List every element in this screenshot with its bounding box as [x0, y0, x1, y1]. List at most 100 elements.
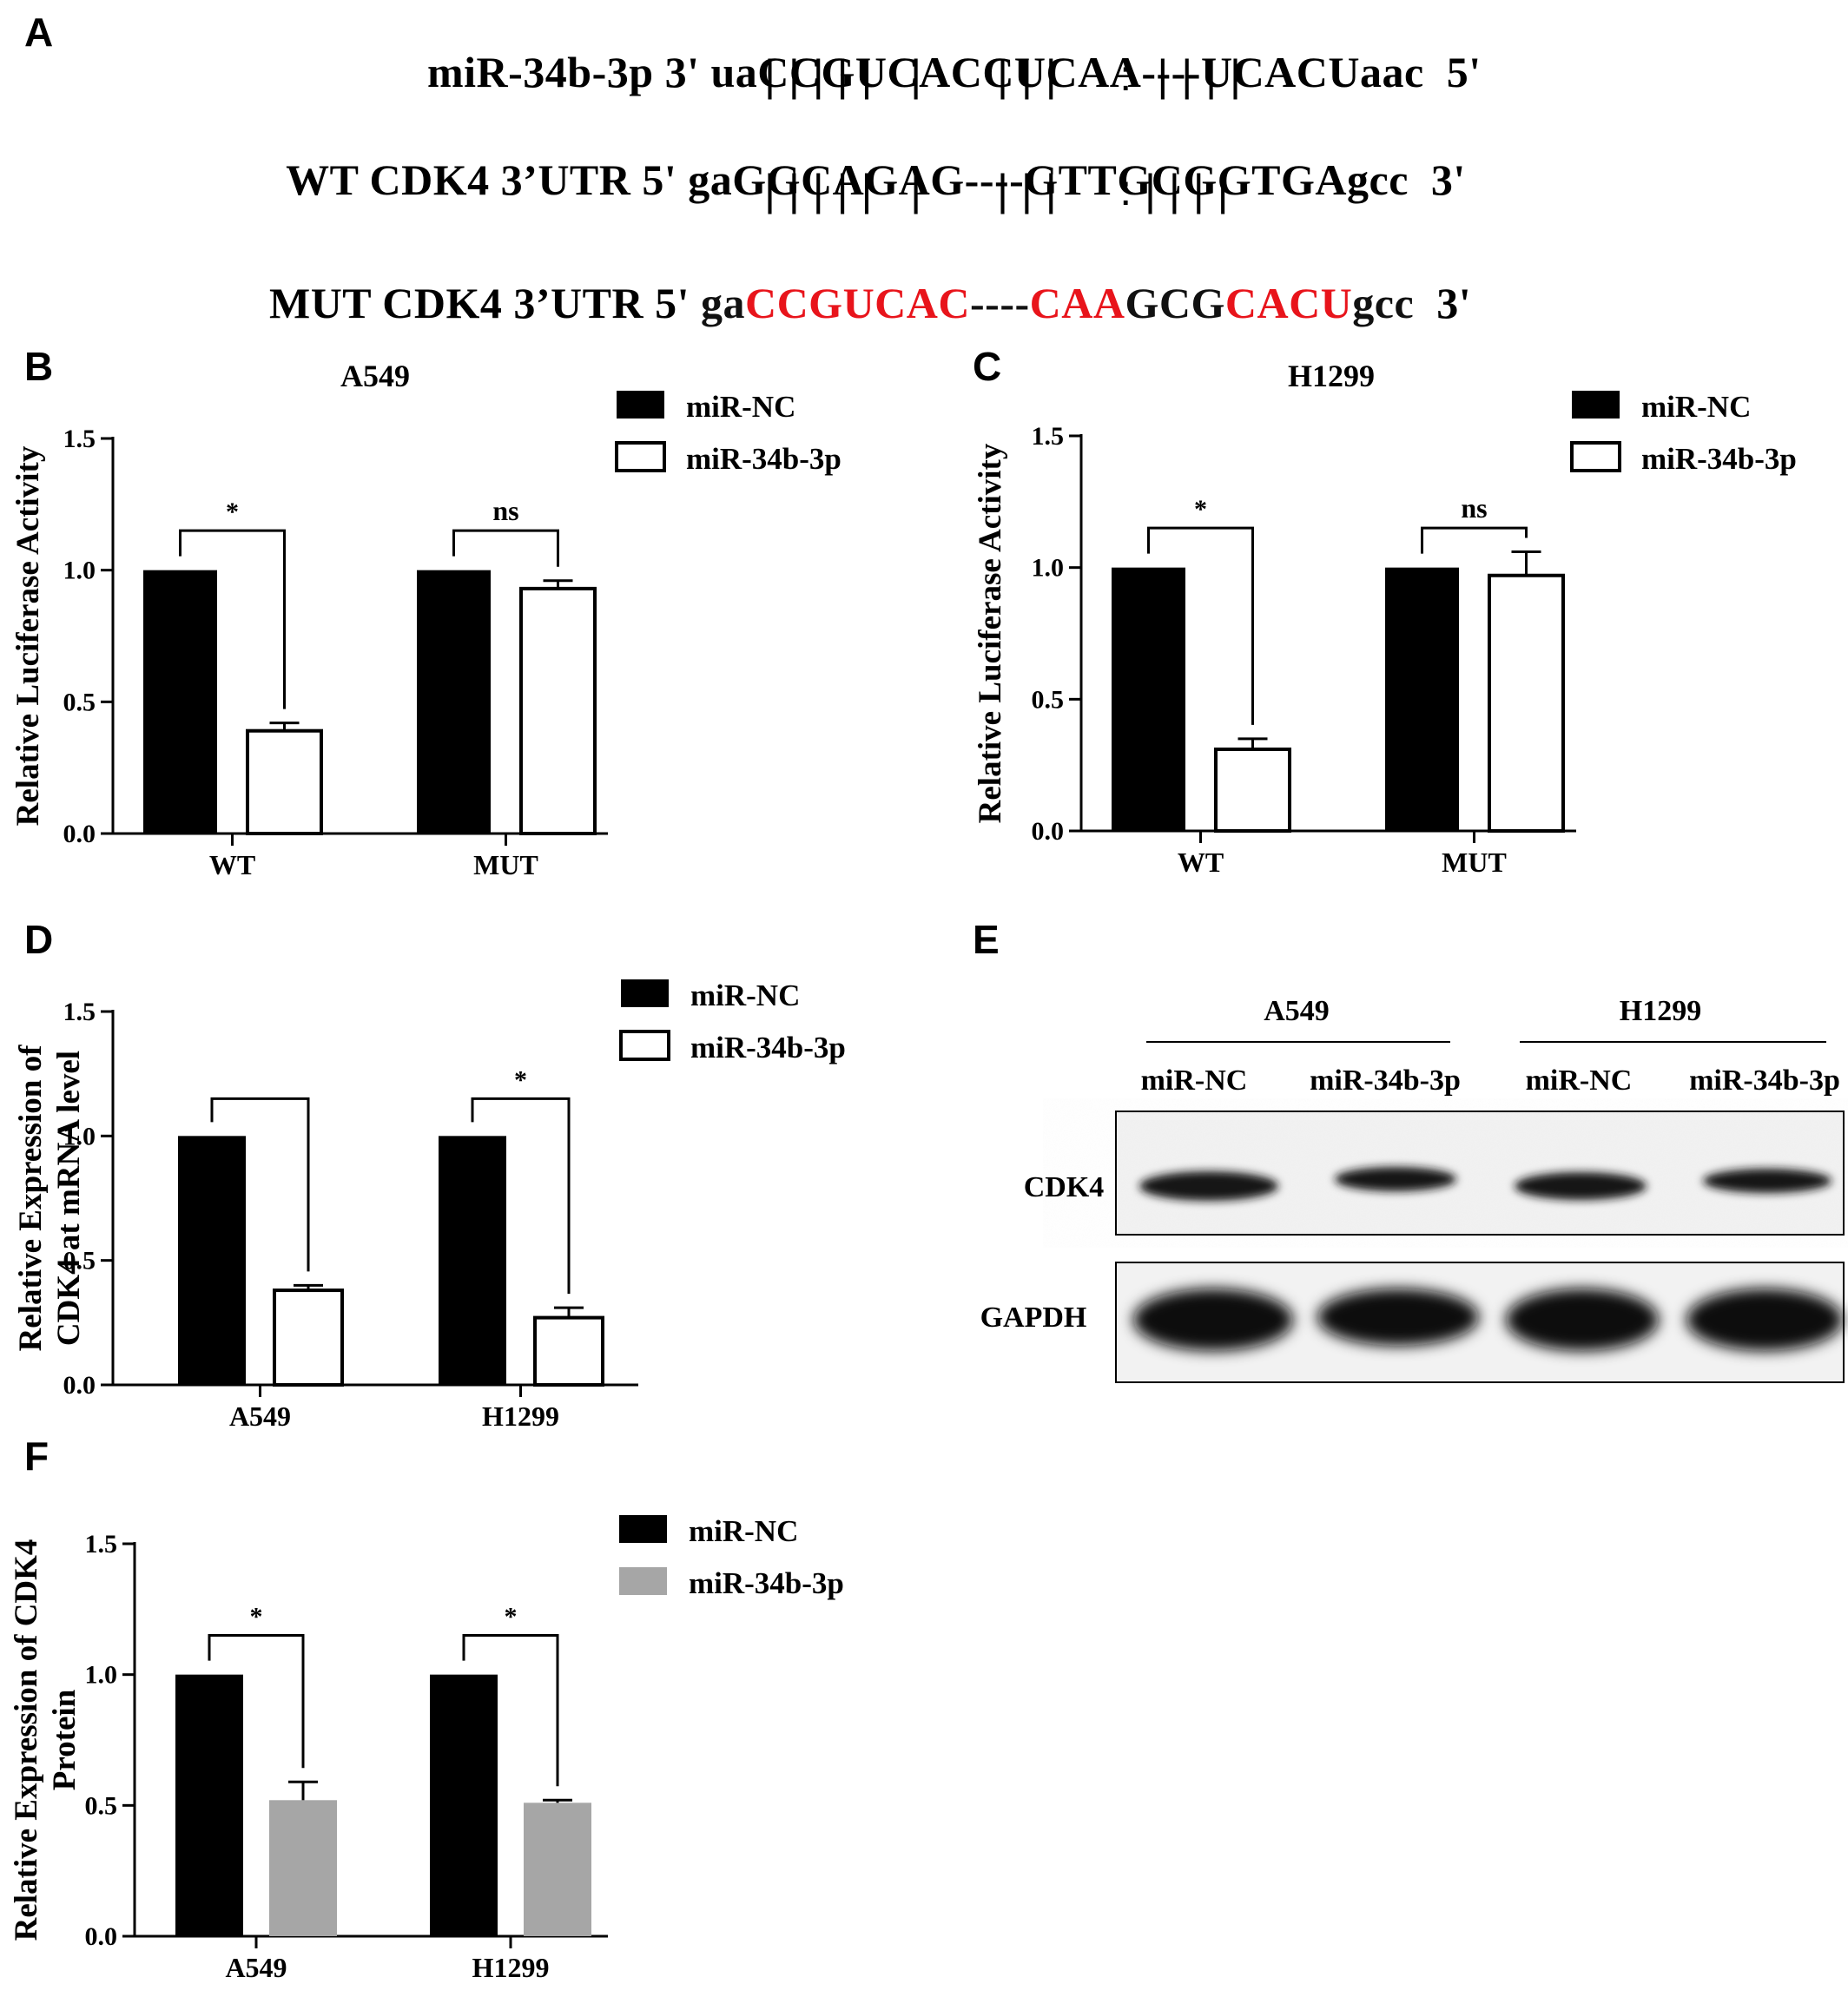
chart-d-legend-swatch-0	[621, 979, 669, 1007]
mut-sequence: gaCCGUCAC----CAAGCGCACUgcc	[701, 279, 1414, 327]
chart-f-bar-a549-mir-nc	[175, 1674, 243, 1936]
mut-utr-row: MUT CDK4 3’UTR 5' gaCCGUCAC----CAAGCGCAC…	[224, 227, 1471, 379]
chart-b-ytick-label-0: 0.0	[63, 820, 96, 848]
chart-f-ylabel-line-0: Relative Expression of CDK4	[9, 1539, 44, 1941]
panel-label-e: E	[973, 917, 1000, 962]
panel-label-a: A	[24, 10, 54, 55]
chart-d-legend-label-1: miR-34b-3p	[690, 1031, 846, 1064]
chart-f-bracket-h1299	[462, 1633, 559, 1787]
chart-c-significance-wt: *	[1194, 495, 1207, 524]
pairing-lines-2: | | | | | | | | | : | | | |	[764, 166, 1230, 214]
chart-b-significance-wt: *	[226, 498, 239, 526]
mirna-suffix: 5'	[1446, 48, 1482, 96]
chart-b-ytick-label-3: 1.5	[63, 425, 96, 453]
chart-c-bracket-mut	[1421, 526, 1528, 554]
chart-b-ytick-label-2: 1.0	[63, 557, 96, 585]
panel-label-b: B	[24, 344, 54, 389]
mut-seq-part-3: CAA	[1029, 279, 1125, 327]
mut-seq-part-6: gcc	[1352, 279, 1415, 327]
chart-c-bar-mut-mir-nc	[1385, 567, 1459, 831]
blot-lane-label-2: miR-34b-3p	[1310, 1064, 1461, 1097]
mut-seq-part-1: CCGUCAC	[744, 279, 971, 327]
chart-c-ytick-label-2: 1.0	[1032, 554, 1065, 583]
chart-b-bar-wt-mir-34b-3p	[246, 728, 323, 836]
chart-f-ytick-label-3: 1.5	[85, 1530, 118, 1559]
chart-d-bar-h1299-mir-34b-3p	[533, 1315, 604, 1387]
chart-f-bar-h1299-mir-nc	[430, 1674, 498, 1936]
chart-b-ylabel: Relative Luciferase Activity	[10, 445, 46, 826]
chart-c-bar-mut-mir-34b-3p	[1488, 573, 1565, 833]
mut-suffix: 3'	[1436, 279, 1472, 327]
mirna-prefix: miR-34b-3p 3'	[427, 48, 700, 96]
chart-f-ylabel-line-1: Protein	[47, 1689, 82, 1790]
chart-b-legend-label-0: miR-NC	[686, 390, 795, 424]
chart-d-ytick-label-1: 0.5	[63, 1247, 96, 1275]
mut-prefix: MUT CDK4 3’UTR 5'	[269, 279, 690, 327]
blot-band-cdk4-4	[1703, 1169, 1832, 1193]
chart-d-xtick-label-0: A549	[229, 1401, 291, 1432]
chart-d-xtick-label-1: H1299	[482, 1401, 559, 1432]
wt-suffix: 3'	[1430, 155, 1466, 204]
blot-group-label-a549: A549	[1264, 995, 1330, 1027]
chart-c-h1299-luciferase: H1299 0.0 0.5 1.0 1.5 Relative Luciferase Act…	[973, 359, 1797, 878]
mut-seq-part-4: GCG	[1125, 279, 1225, 327]
chart-b-bar-mut-mir-nc	[417, 570, 491, 834]
chart-f-legend-swatch-0	[619, 1515, 667, 1543]
chart-f-ytick-label-1: 0.5	[85, 1791, 118, 1820]
wt-utr-row: WT CDK4 3’UTR 5' gaGGCAGAG----GTTGCGGTGA…	[241, 104, 1466, 255]
chart-d-bracket-h1299	[471, 1097, 571, 1295]
chart-b-legend-swatch-0	[617, 391, 664, 419]
chart-b-bracket-mut	[452, 529, 559, 567]
blot-row-label-gapdh: GAPDH	[980, 1302, 1087, 1334]
chart-c-bar-wt-mir-34b-3p	[1214, 747, 1291, 834]
blot-band-cdk4-1	[1139, 1171, 1278, 1201]
blot-lane-label-1: miR-NC	[1141, 1064, 1248, 1097]
chart-d-legend-swatch-1	[619, 1030, 670, 1061]
mut-seq-part-2: ----	[970, 279, 1030, 327]
chart-f-significance-a549: *	[250, 1602, 263, 1631]
chart-d-bar-h1299-mir-nc	[439, 1136, 506, 1385]
chart-f-bracket-a549	[208, 1633, 305, 1769]
chart-d-significance-h1299: *	[514, 1065, 527, 1094]
chart-f-bar-a549-mir-34b-3p	[269, 1800, 337, 1936]
chart-c-ytick-label-3: 1.5	[1032, 422, 1065, 451]
chart-c-significance-mut: ns	[1461, 492, 1487, 524]
panel-label-f: F	[24, 1433, 50, 1479]
chart-d-ylabel-line-0: Relative Expression of	[13, 1045, 49, 1352]
chart-f-bar-h1299-mir-34b-3p	[524, 1803, 591, 1936]
mirna-sequence: uaCCGUCACCUCAA----UCACUaac	[710, 48, 1424, 96]
chart-f-xtick-label-0: A549	[225, 1952, 287, 1983]
blot-lane-label-4: miR-34b-3p	[1689, 1064, 1840, 1097]
chart-d-ytick-label-2: 1.0	[63, 1122, 96, 1150]
blot-band-cdk4-3	[1515, 1172, 1647, 1200]
chart-b-title: A549	[340, 359, 410, 393]
chart-c-xtick-label-0: WT	[1178, 847, 1224, 878]
chart-d-ylabel-line-1: CDK4 at mRNA level	[51, 1051, 87, 1346]
chart-c-bracket-wt	[1147, 526, 1254, 725]
chart-c-xtick-label-1: MUT	[1442, 847, 1507, 878]
chart-d-cdk4-mrna: 0.0 0.5 1.0 1.5 Relative Expression of CDK4 a…	[13, 979, 846, 1432]
chart-b-legend-swatch-1	[615, 441, 666, 472]
chart-d-bar-a549-mir-34b-3p	[273, 1288, 344, 1387]
chart-c-legend-swatch-1	[1570, 441, 1621, 472]
western-blot: A549 H1299 miR-NC miR-34b-3p miR-NC miR-…	[980, 995, 1845, 1383]
chart-c-ytick-label-0: 0.0	[1032, 817, 1065, 846]
chart-b-ytick-label-1: 0.5	[63, 688, 96, 716]
chart-c-bar-wt-mir-nc	[1112, 567, 1185, 831]
chart-d-ytick-label-0: 0.0	[63, 1371, 96, 1400]
wt-prefix: WT CDK4 3’UTR 5'	[286, 155, 677, 204]
chart-d-bar-a549-mir-nc	[178, 1136, 246, 1385]
chart-b-significance-mut: ns	[492, 495, 518, 526]
chart-c-ylabel: Relative Luciferase Activity	[973, 443, 1008, 823]
mut-seq-part-0: ga	[700, 279, 745, 327]
mirna-row: miR-34b-3p 3' uaCCGUCACCUCAA----UCACUaac…	[382, 0, 1482, 148]
chart-f-legend-swatch-1	[619, 1567, 667, 1595]
chart-f-legend-label-1: miR-34b-3p	[689, 1566, 844, 1600]
blot-group-label-h1299: H1299	[1620, 995, 1701, 1027]
blot-band-gapdh-1	[1133, 1288, 1293, 1351]
chart-c-legend-label-1: miR-34b-3p	[1641, 442, 1797, 476]
mut-seq-part-5: CACU	[1224, 279, 1353, 327]
blot-band-cdk4-2	[1335, 1167, 1456, 1191]
blot-row-label-cdk4: CDK4	[1024, 1171, 1105, 1203]
wt-sequence: gaGGCAGAG----GTTGCGGTGAgcc	[688, 155, 1409, 204]
